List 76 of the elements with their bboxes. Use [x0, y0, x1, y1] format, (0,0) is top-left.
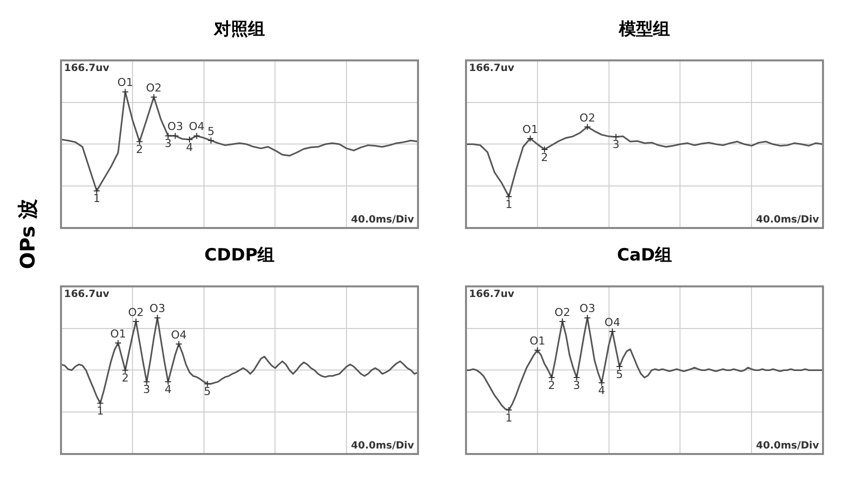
text: 166.7uv	[469, 62, 515, 74]
annotation: 3	[573, 378, 580, 392]
annotation: O1	[110, 327, 126, 340]
point	[608, 328, 616, 335]
annotation: 4	[598, 384, 606, 398]
annotation: O2	[146, 81, 162, 94]
point	[136, 138, 144, 146]
point	[534, 346, 541, 354]
point	[204, 380, 211, 388]
point	[584, 314, 591, 322]
chart-title: 对照组	[213, 20, 265, 40]
text: 40.0ms/Div	[756, 440, 820, 452]
text: 40.0ms/Div	[351, 440, 414, 452]
point	[143, 378, 150, 386]
point	[558, 318, 566, 325]
annotation: 5	[204, 385, 211, 398]
annotation: 5	[616, 368, 624, 381]
point	[526, 134, 534, 142]
point	[505, 193, 512, 200]
point	[93, 187, 100, 194]
point	[207, 137, 214, 144]
chart-title: CDDP组	[204, 246, 275, 266]
point	[548, 374, 556, 382]
annotation: 1	[505, 198, 512, 211]
point	[172, 132, 179, 140]
point	[573, 374, 580, 382]
point	[164, 378, 172, 386]
annotation: O1	[522, 122, 538, 136]
point	[150, 94, 158, 101]
annotation: 1	[93, 192, 100, 206]
annotation: 5	[207, 124, 214, 138]
point	[505, 406, 512, 414]
annotation: 1	[505, 411, 512, 424]
point	[584, 123, 591, 130]
chart-title: 模型组	[618, 20, 670, 40]
annotation: O1	[117, 76, 134, 90]
chart-title: CaD组	[616, 246, 672, 266]
point	[598, 379, 606, 386]
point	[193, 132, 200, 140]
point	[186, 136, 194, 143]
annotation: 2	[122, 372, 129, 385]
annotation: O3	[580, 302, 596, 316]
point	[132, 318, 140, 325]
annotation: 2	[548, 378, 556, 392]
annotation: 4	[164, 383, 172, 396]
point	[96, 400, 104, 407]
annotation: 1	[96, 404, 104, 418]
point	[541, 146, 548, 153]
annotation: O3	[167, 120, 184, 134]
annotation: 4	[186, 140, 194, 154]
point	[122, 366, 129, 374]
annotation: O2	[554, 306, 570, 319]
point	[154, 314, 161, 322]
annotation: O2	[128, 306, 144, 319]
text: 166.7uv	[64, 288, 110, 300]
text: 40.0ms/Div	[351, 214, 414, 226]
annotation: 2	[541, 150, 548, 164]
annotation: O4	[170, 328, 187, 342]
text: 166.7uv	[469, 288, 515, 300]
annotation: 3	[612, 138, 620, 152]
annotation: O1	[530, 334, 546, 348]
annotation: O2	[580, 111, 596, 124]
point	[122, 88, 129, 96]
annotation: 2	[136, 142, 144, 156]
text: 166.7uv	[64, 62, 110, 74]
point	[175, 340, 182, 348]
y-axis-title: OPs 波	[14, 198, 40, 270]
annotation: O4	[188, 120, 204, 134]
point	[114, 339, 122, 346]
annotation: O3	[150, 302, 166, 316]
text: 40.0ms/Div	[756, 214, 820, 226]
point	[616, 363, 624, 370]
annotation: 3	[164, 137, 172, 150]
point	[164, 132, 172, 140]
annotation: O4	[604, 316, 620, 329]
annotation: 3	[143, 383, 150, 396]
